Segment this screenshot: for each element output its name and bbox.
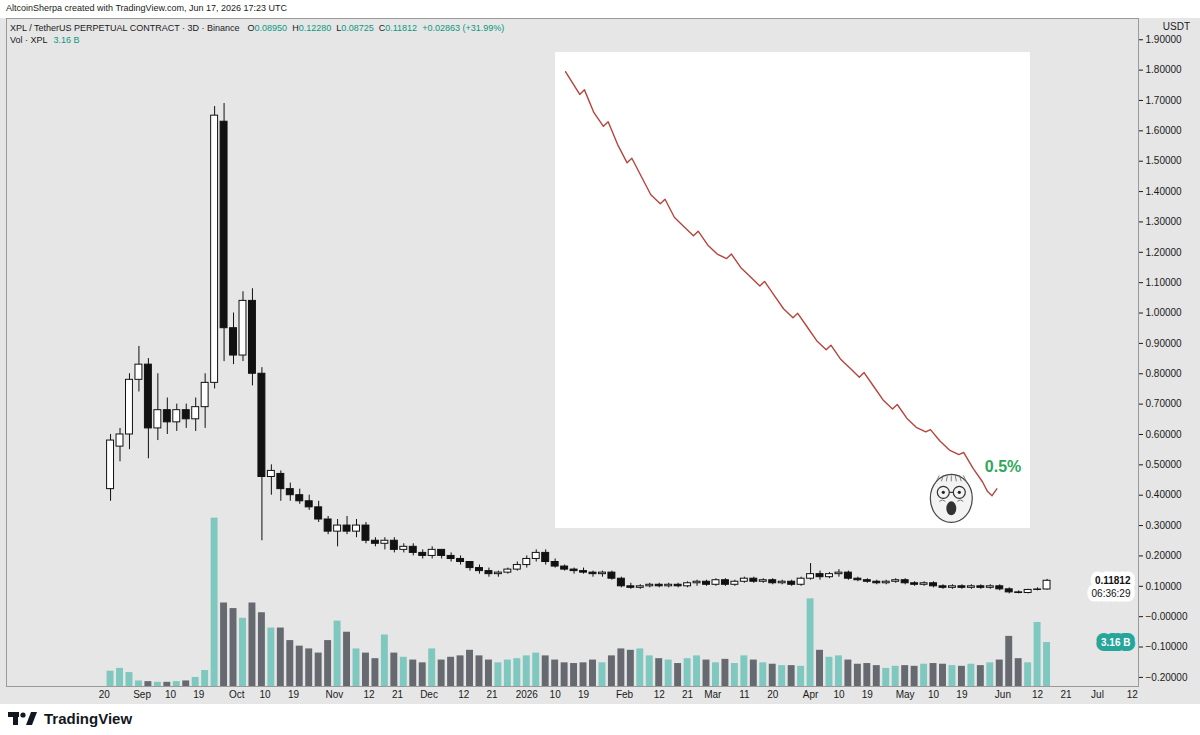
svg-text:Feb: Feb bbox=[616, 689, 634, 700]
html-text:O 0.08950: O 0.08950 bbox=[247, 23, 288, 33]
svg-text:12: 12 bbox=[1127, 689, 1139, 700]
svg-text:12: 12 bbox=[1032, 689, 1044, 700]
html-text:3.16 B: 3.16 B bbox=[53, 35, 80, 45]
svg-text:12: 12 bbox=[458, 689, 470, 700]
svg-text:0.11812: 0.11812 bbox=[1095, 575, 1131, 586]
svg-text:1.50000: 1.50000 bbox=[1146, 155, 1183, 166]
svg-text:0.10000: 0.10000 bbox=[1146, 581, 1183, 592]
html-text:XPL / TetherUS PERPETUAL CONTR: XPL / TetherUS PERPETUAL CONTRACT · 3D ·… bbox=[10, 23, 240, 33]
svg-text:2026: 2026 bbox=[516, 689, 539, 700]
svg-text:12: 12 bbox=[364, 689, 376, 700]
svg-text:0.30000: 0.30000 bbox=[1146, 520, 1183, 531]
svg-text:0.40000: 0.40000 bbox=[1146, 489, 1183, 500]
svg-text:1.80000: 1.80000 bbox=[1146, 64, 1183, 75]
html-text:Vol · XPL: Vol · XPL bbox=[10, 35, 48, 45]
svg-text:Jul: Jul bbox=[1091, 689, 1104, 700]
svg-text:10: 10 bbox=[928, 689, 940, 700]
svg-text:Dec: Dec bbox=[420, 689, 438, 700]
html-text:+0.02863 (+31.99%): +0.02863 (+31.99%) bbox=[422, 23, 505, 33]
svg-text:19: 19 bbox=[862, 689, 874, 700]
svg-text:Oct: Oct bbox=[229, 689, 245, 700]
svg-text:1.00000: 1.00000 bbox=[1146, 307, 1183, 318]
svg-text:20: 20 bbox=[767, 689, 779, 700]
svg-text:19: 19 bbox=[578, 689, 590, 700]
svg-text:19: 19 bbox=[956, 689, 968, 700]
svg-text:1.10000: 1.10000 bbox=[1146, 277, 1183, 288]
svg-text:−0.00000: −0.00000 bbox=[1146, 611, 1188, 622]
svg-text:1.30000: 1.30000 bbox=[1146, 216, 1183, 227]
svg-text:May: May bbox=[896, 689, 915, 700]
svg-text:0.70000: 0.70000 bbox=[1146, 398, 1183, 409]
svg-text:0.20000: 0.20000 bbox=[1146, 550, 1183, 561]
svg-text:0.80000: 0.80000 bbox=[1146, 368, 1183, 379]
svg-text:Jun: Jun bbox=[995, 689, 1011, 700]
svg-text:Mar: Mar bbox=[704, 689, 722, 700]
html-text:USDT: USDT bbox=[1162, 21, 1190, 32]
svg-text:Nov: Nov bbox=[326, 689, 344, 700]
svg-text:−0.20000: −0.20000 bbox=[1146, 672, 1188, 683]
svg-text:Sep: Sep bbox=[133, 689, 151, 700]
html-text:AltcoinSherpa created with Tra: AltcoinSherpa created with TradingView.c… bbox=[6, 3, 287, 13]
html-text:C 0.11812: C 0.11812 bbox=[378, 23, 418, 33]
html-text:L 0.08725: L 0.08725 bbox=[336, 23, 374, 33]
svg-text:21: 21 bbox=[487, 689, 499, 700]
svg-text:0.90000: 0.90000 bbox=[1146, 338, 1183, 349]
html-text:H 0.12280: H 0.12280 bbox=[292, 23, 332, 33]
svg-text:19: 19 bbox=[193, 689, 205, 700]
svg-text:0.50000: 0.50000 bbox=[1146, 459, 1183, 470]
svg-text:−0.10000: −0.10000 bbox=[1146, 641, 1188, 652]
svg-text:06:36:29: 06:36:29 bbox=[1092, 588, 1131, 599]
svg-text:1.60000: 1.60000 bbox=[1146, 125, 1183, 136]
svg-text:1.20000: 1.20000 bbox=[1146, 247, 1183, 258]
svg-text:20: 20 bbox=[99, 689, 111, 700]
svg-text:1.90000: 1.90000 bbox=[1146, 34, 1183, 45]
svg-text:0.60000: 0.60000 bbox=[1146, 429, 1183, 440]
svg-text:1.40000: 1.40000 bbox=[1146, 186, 1183, 197]
svg-text:19: 19 bbox=[288, 689, 300, 700]
svg-text:1.70000: 1.70000 bbox=[1146, 95, 1183, 106]
svg-text:21: 21 bbox=[1060, 689, 1072, 700]
svg-text:11: 11 bbox=[739, 689, 750, 700]
svg-text:0.5%: 0.5% bbox=[985, 458, 1021, 475]
svg-text:10: 10 bbox=[165, 689, 177, 700]
svg-text:Apr: Apr bbox=[803, 689, 819, 700]
svg-text:12: 12 bbox=[654, 689, 666, 700]
svg-text:10: 10 bbox=[260, 689, 272, 700]
html-text:TradingView: TradingView bbox=[44, 709, 133, 727]
svg-text:10: 10 bbox=[833, 689, 845, 700]
svg-text:21: 21 bbox=[682, 689, 694, 700]
svg-text:21: 21 bbox=[392, 689, 404, 700]
svg-text:3.16 B: 3.16 B bbox=[1101, 637, 1130, 648]
svg-text:10: 10 bbox=[550, 689, 562, 700]
